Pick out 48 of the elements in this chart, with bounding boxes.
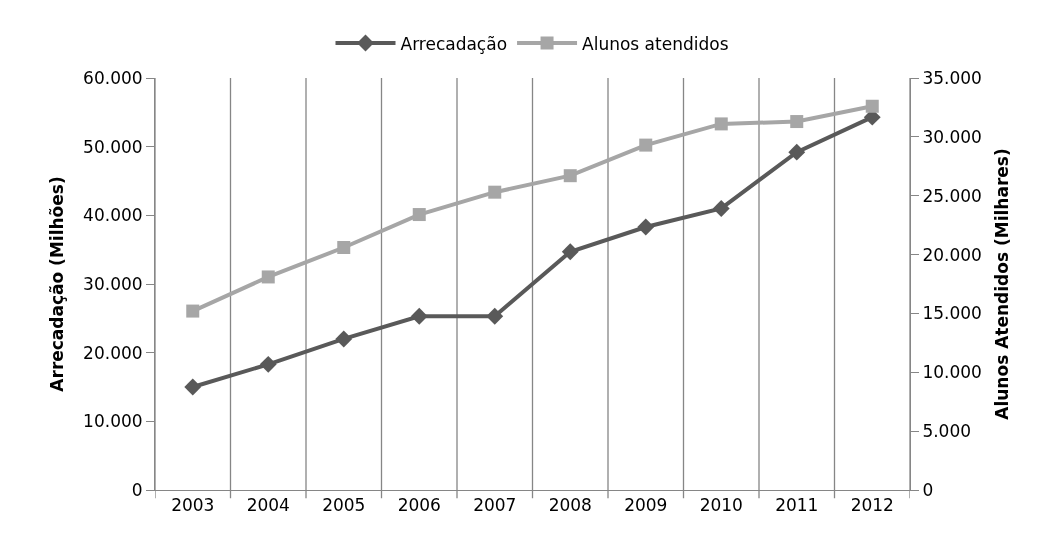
y2-tick-label: 20.000 <box>922 244 982 265</box>
x-tick-label: 2004 <box>246 495 290 516</box>
x-tick-label: 2010 <box>699 495 743 516</box>
point <box>561 243 579 261</box>
x-tick-label: 2012 <box>850 495 894 516</box>
point <box>639 138 653 152</box>
y2-tick-label: 15.000 <box>922 303 982 324</box>
point <box>261 270 275 284</box>
y-tick-label: 30.000 <box>83 273 143 294</box>
point <box>412 208 426 222</box>
y-tick-label: 40.000 <box>83 205 143 226</box>
y2-tick-label: 30.000 <box>922 126 982 147</box>
point <box>563 169 577 183</box>
x-tick-label: 2008 <box>548 495 592 516</box>
legend-label: Arrecadação <box>400 33 508 54</box>
x-tick-label: 2006 <box>397 495 441 516</box>
point <box>410 307 428 325</box>
y2-tick-label: 0 <box>922 479 934 500</box>
point <box>788 143 806 161</box>
y-tick-label: 50.000 <box>83 136 143 157</box>
x-tick-label: 2007 <box>473 495 517 516</box>
y-tick-label: 10.000 <box>83 411 143 432</box>
y2-tick-label: 10.000 <box>922 362 982 383</box>
y-axis-title: Arrecadação (Milhões) <box>46 176 67 392</box>
y2-tick-label: 25.000 <box>922 185 982 206</box>
legend-label: Alunos atendidos <box>582 33 729 54</box>
x-tick-label: 2011 <box>775 495 819 516</box>
point <box>488 185 502 199</box>
point <box>790 115 804 129</box>
y-tick-label: 20.000 <box>83 342 143 363</box>
point <box>259 355 277 373</box>
point <box>184 378 202 396</box>
point <box>337 241 351 255</box>
x-tick-label: 2009 <box>624 495 668 516</box>
point <box>712 200 730 217</box>
point <box>865 99 879 113</box>
point <box>714 117 728 131</box>
x-tick-label: 2003 <box>171 495 215 516</box>
y2-tick-label: 5.000 <box>922 421 972 442</box>
point <box>637 218 655 236</box>
y-tick-label: 60.000 <box>83 67 143 88</box>
y2-axis-title: Alunos Atendidos (Milhares) <box>992 148 1013 420</box>
y2-tick-label: 35.000 <box>922 67 982 88</box>
point <box>335 330 353 348</box>
y-tick-label: 0 <box>131 479 143 500</box>
x-tick-label: 2005 <box>322 495 366 516</box>
point <box>186 304 200 318</box>
point <box>486 307 504 325</box>
